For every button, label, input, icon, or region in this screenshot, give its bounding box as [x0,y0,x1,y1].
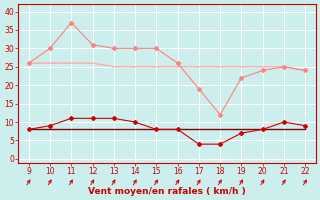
X-axis label: Vent moyen/en rafales ( km/h ): Vent moyen/en rafales ( km/h ) [88,187,246,196]
